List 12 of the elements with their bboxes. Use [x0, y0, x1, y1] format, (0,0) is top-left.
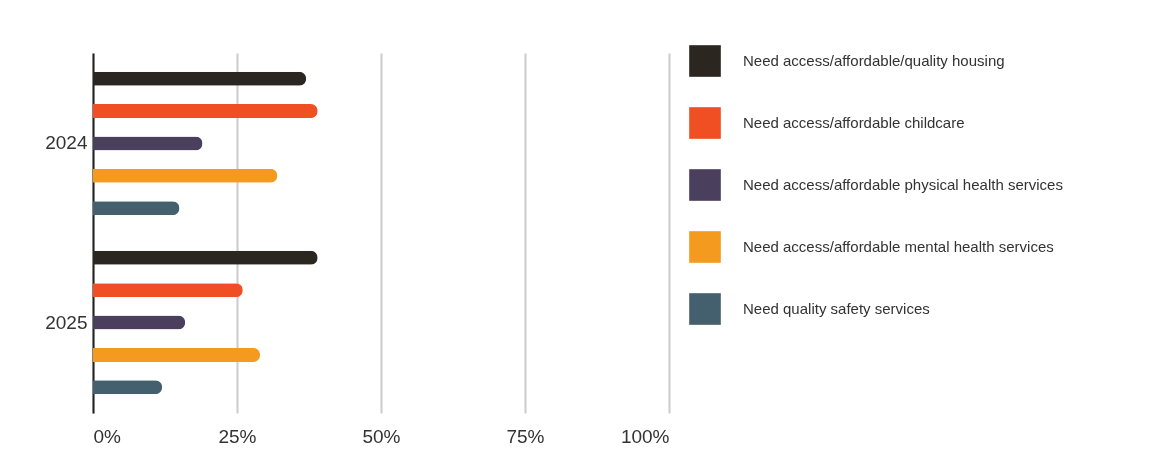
y-tick-label: 2024	[45, 132, 88, 154]
x-tick-label: 25%	[218, 425, 257, 447]
legend-label: Need access/affordable mental health services	[743, 238, 1054, 255]
x-tick-label: 0%	[93, 425, 122, 447]
x-tick-label: 100%	[620, 425, 670, 447]
legend-label: Need quality safety services	[743, 300, 930, 317]
legend-label: Need access/affordable childcare	[743, 114, 965, 131]
y-tick-label: 2025	[45, 311, 88, 333]
legend-label: Need access/affordable/quality housing	[743, 52, 1005, 69]
legend-label: Need access/affordable physical health services	[743, 176, 1063, 193]
x-tick-label: 75%	[506, 425, 545, 447]
x-tick-label: 50%	[362, 425, 401, 447]
